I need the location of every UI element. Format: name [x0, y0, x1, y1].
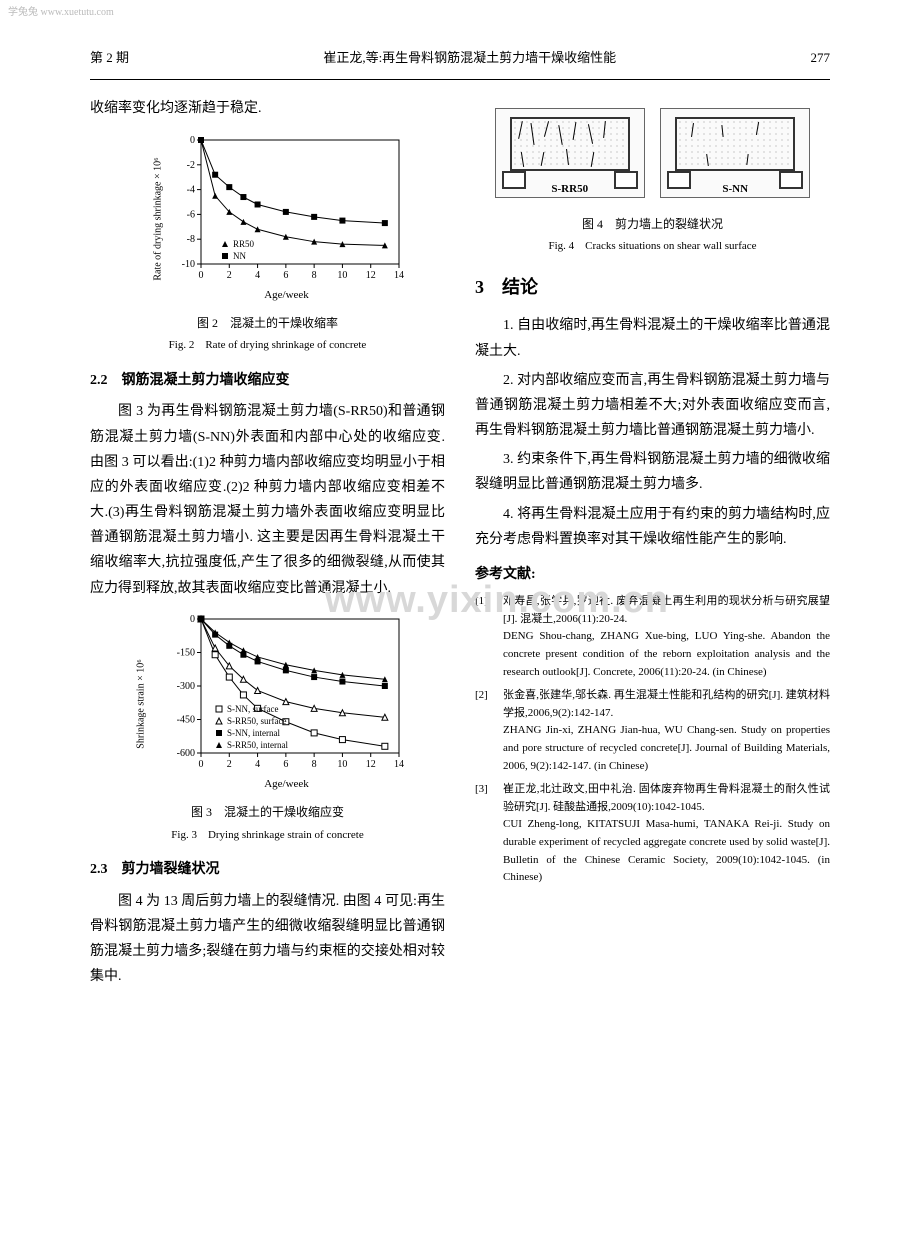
subsection-2-2-title: 2.2 钢筋混凝土剪力墙收缩应变	[90, 368, 445, 393]
watermark-top: 学兔兔 www.xuetutu.com	[0, 0, 920, 26]
svg-text:-6: -6	[186, 209, 194, 220]
subsection-2-3-text: 图 4 为 13 周后剪力墙上的裂缝情况. 由图 4 可见:再生骨料钢筋混凝土剪…	[90, 889, 445, 990]
header-title: 崔正龙,等:再生骨料钢筋混凝土剪力墙干燥收缩性能	[129, 46, 810, 69]
svg-text:-4: -4	[186, 184, 194, 195]
reference-item: [1]邓寿昌,张学兵,罗迎社. 废弃混凝土再生利用的现状分析与研究展望[J]. …	[475, 593, 830, 681]
svg-text:6: 6	[283, 270, 288, 281]
svg-text:-2: -2	[186, 159, 194, 170]
left-column: 收缩率变化均逐渐趋于稳定. Rate of drying shrinkage ×…	[90, 96, 445, 993]
svg-text:S-NN, internal: S-NN, internal	[227, 728, 280, 738]
svg-text:0: 0	[190, 614, 195, 625]
figure-2: Rate of drying shrinkage × 10⁶ 0 2 4 6 8 10 12…	[90, 134, 445, 357]
fig2-chart: 0 2 4 6 8 10 12 14 0 -2 -4 -6 -8 -10 RR50 NN	[167, 134, 407, 284]
section-3-title: 3 结论	[475, 271, 830, 303]
fig4-label-right: S-NN	[661, 180, 809, 200]
svg-text:14: 14	[394, 270, 404, 281]
svg-text:14: 14	[394, 759, 404, 770]
svg-text:-300: -300	[176, 681, 194, 692]
fig4-label-left: S-RR50	[496, 180, 644, 200]
svg-text:6: 6	[283, 759, 288, 770]
fig3-chart: 0 2 4 6 8 10 12 14 0 -150 -300 -450 -600 S-NN, surfac…	[167, 613, 407, 773]
svg-text:4: 4	[255, 270, 260, 281]
svg-text:2: 2	[226, 759, 231, 770]
header-rule	[90, 79, 830, 80]
references-title: 参考文献:	[475, 562, 830, 587]
svg-text:NN: NN	[233, 251, 246, 261]
fig3-caption-en: Fig. 3 Drying shrinkage strain of concre…	[90, 826, 445, 846]
reference-item: [2]张金喜,张建华,邬长森. 再生混凝土性能和孔结构的研究[J]. 建筑材料学…	[475, 687, 830, 775]
fig2-caption-en: Fig. 2 Rate of drying shrinkage of concr…	[90, 336, 445, 356]
header-issue: 第 2 期	[90, 46, 129, 69]
svg-text:4: 4	[255, 759, 260, 770]
fig4-caption-cn: 图 4 剪力墙上的裂缝状况	[475, 214, 830, 236]
conclusion-1: 1. 自由收缩时,再生骨料混凝土的干燥收缩率比普通混凝土大.	[475, 313, 830, 363]
svg-text:10: 10	[337, 270, 347, 281]
conclusion-4: 4. 将再生骨料混凝土应用于有约束的剪力墙结构时,应充分考虑骨料置换率对其干燥收…	[475, 502, 830, 552]
fig4-left-box: S-RR50	[495, 108, 645, 198]
svg-text:8: 8	[311, 270, 316, 281]
svg-text:-8: -8	[186, 234, 194, 245]
fig4-right-box: S-NN	[660, 108, 810, 198]
svg-text:2: 2	[226, 270, 231, 281]
lead-text: 收缩率变化均逐渐趋于稳定.	[90, 96, 445, 121]
figure-4: S-RR50 S-NN 图 4 剪力墙上的裂缝状况 Fig. 4 Cr	[475, 108, 830, 257]
references-list: [1]邓寿昌,张学兵,罗迎社. 废弃混凝土再生利用的现状分析与研究展望[J]. …	[475, 593, 830, 887]
subsection-2-2-text: 图 3 为再生骨料钢筋混凝土剪力墙(S-RR50)和普通钢筋混凝土剪力墙(S-N…	[90, 399, 445, 601]
svg-text:S-NN, surface: S-NN, surface	[227, 704, 278, 714]
fig3-caption-cn: 图 3 混凝土的干燥收缩应变	[90, 802, 445, 824]
svg-text:-150: -150	[176, 647, 194, 658]
reference-item: [3]崔正龙,北辻政文,田中礼治. 固体废弃物再生骨料混凝土的耐久性试验研究[J…	[475, 781, 830, 887]
conclusion-2: 2. 对内部收缩应变而言,再生骨料钢筋混凝土剪力墙与普通钢筋混凝土剪力墙相差不大…	[475, 368, 830, 444]
svg-text:8: 8	[311, 759, 316, 770]
svg-text:-450: -450	[176, 714, 194, 725]
fig2-caption-cn: 图 2 混凝土的干燥收缩率	[90, 313, 445, 335]
conclusion-3: 3. 约束条件下,再生骨料钢筋混凝土剪力墙的细微收缩裂缝明显比普通钢筋混凝土剪力…	[475, 447, 830, 497]
fig3-ylabel: Shrinkage strain × 10⁶	[132, 659, 150, 748]
fig3-xlabel: Age/week	[167, 775, 407, 795]
figure-3: Shrinkage strain × 10⁶ 0 2 4 6 8 10 12 14 0 -150 -…	[90, 613, 445, 846]
subsection-2-3-title: 2.3 剪力墙裂缝状况	[90, 857, 445, 882]
svg-text:RR50: RR50	[233, 239, 255, 249]
page-header: 第 2 期 崔正龙,等:再生骨料钢筋混凝土剪力墙干燥收缩性能 277	[0, 26, 920, 79]
svg-text:-600: -600	[176, 748, 194, 759]
header-page-no: 277	[811, 46, 831, 69]
fig4-caption-en: Fig. 4 Cracks situations on shear wall s…	[475, 237, 830, 257]
right-column: www.yixin.com.cn	[475, 96, 830, 993]
svg-text:S-RR50, surface: S-RR50, surface	[227, 716, 287, 726]
svg-text:10: 10	[337, 759, 347, 770]
svg-text:12: 12	[365, 270, 375, 281]
fig2-ylabel: Rate of drying shrinkage × 10⁶	[149, 158, 167, 281]
svg-text:S-RR50, internal: S-RR50, internal	[227, 740, 288, 750]
svg-text:12: 12	[365, 759, 375, 770]
svg-text:0: 0	[198, 270, 203, 281]
fig2-xlabel: Age/week	[167, 286, 407, 306]
svg-text:0: 0	[190, 135, 195, 146]
svg-text:-10: -10	[181, 259, 194, 270]
svg-text:0: 0	[198, 759, 203, 770]
